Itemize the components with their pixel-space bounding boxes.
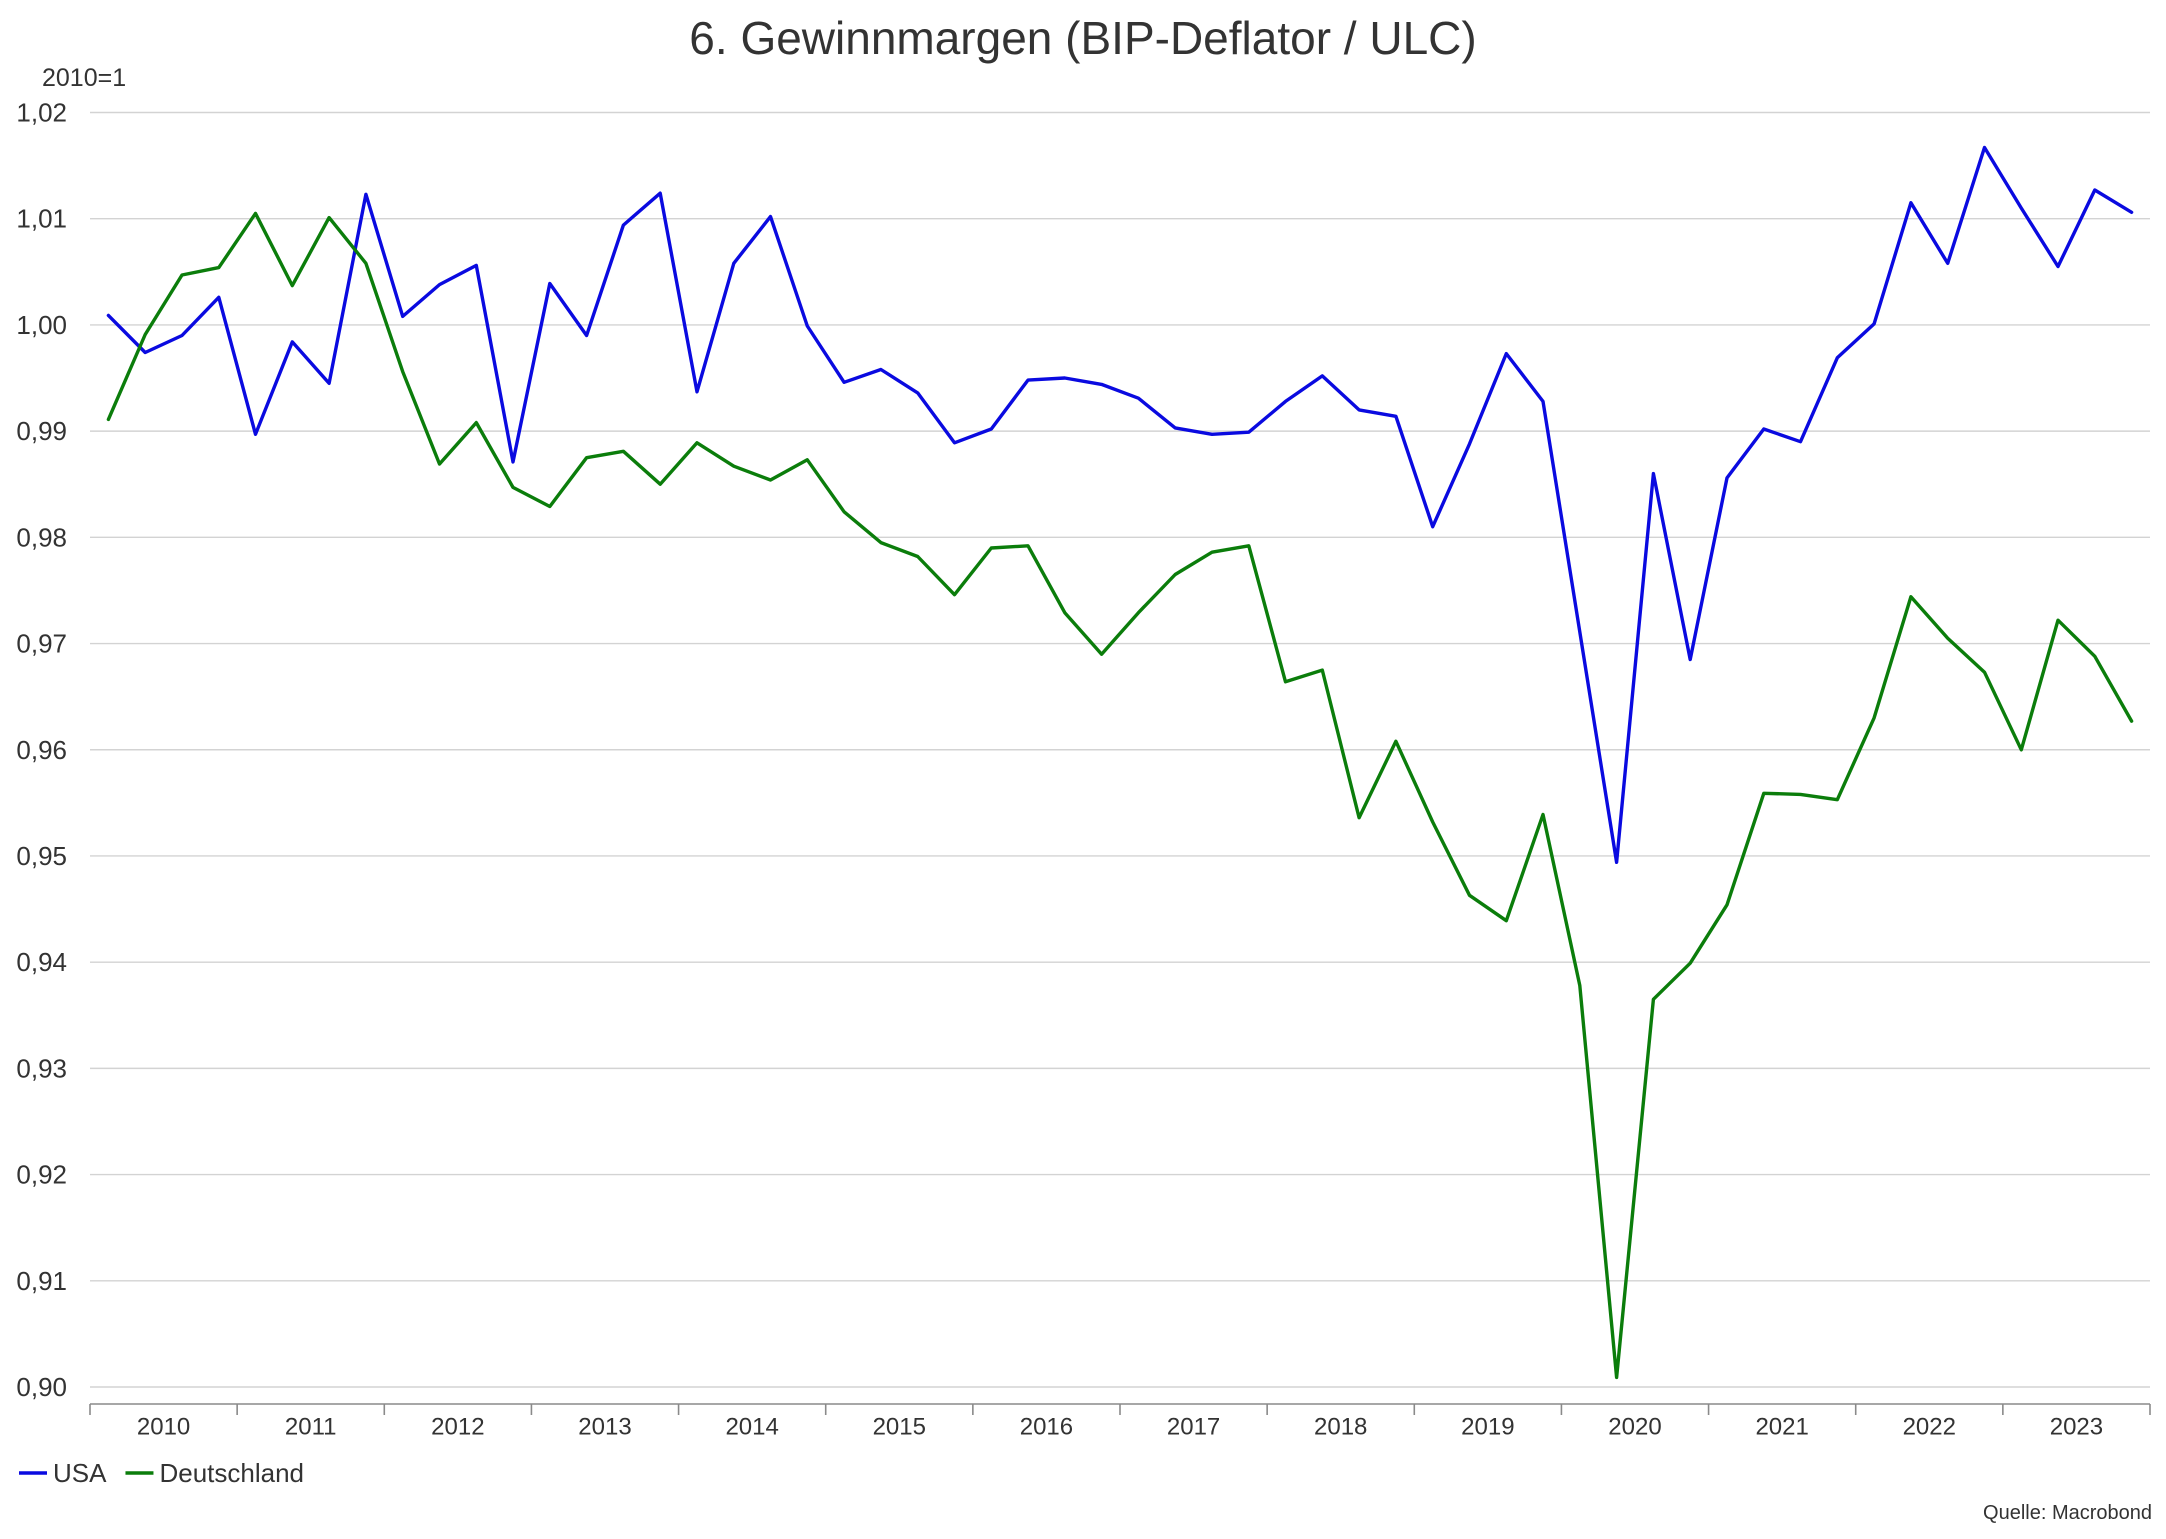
x-axis: 2010 2011 2012 2013 2014 2015 2016 2017 2018 2019…	[89, 1403, 2151, 1441]
y-tick-label: 0,96	[16, 735, 67, 765]
legend-label-deutschland: Deutschland	[159, 1458, 304, 1488]
y-tick-label: 1,01	[16, 204, 67, 234]
x-tick-label: 2011	[285, 1414, 337, 1441]
y-tick-label: 1,02	[16, 98, 67, 128]
x-tick-label: 2021	[1755, 1414, 1808, 1441]
x-tick-label: 2019	[1461, 1414, 1514, 1441]
y-tick-label: 0,90	[16, 1372, 67, 1402]
y-tick-label: 0,98	[16, 522, 67, 552]
x-tick-label: 2010	[137, 1414, 190, 1441]
x-tick-label: 2013	[578, 1414, 631, 1441]
y-axis-unit-label: 2010=1	[42, 64, 126, 92]
y-tick-label: 1,00	[16, 310, 67, 340]
x-tick-label: 2020	[1608, 1414, 1661, 1441]
x-tick-label: 2016	[1020, 1414, 1073, 1441]
x-tick-label: 2018	[1314, 1414, 1367, 1441]
y-tick-label: 0,91	[16, 1266, 67, 1296]
x-tick-label: 2015	[873, 1414, 926, 1441]
x-tick-label: 2022	[1903, 1414, 1956, 1441]
x-tick-label: 2012	[431, 1414, 484, 1441]
y-tick-label: 0,94	[16, 947, 67, 977]
series-lines	[106, 145, 2134, 1380]
y-tick-label: 0,99	[16, 416, 67, 446]
legend: USA Deutschland	[19, 1458, 304, 1488]
chart-title: 6. Gewinnmargen (BIP-Deflator / ULC)	[689, 12, 1476, 64]
x-tick-label: 2014	[725, 1414, 778, 1441]
x-tick-label: 2017	[1167, 1414, 1220, 1441]
y-tick-label: 0,92	[16, 1160, 67, 1190]
series-line-usa	[106, 145, 2134, 864]
y-tick-label: 0,97	[16, 629, 67, 659]
source-note: Quelle: Macrobond	[1983, 1502, 2152, 1524]
x-tick-label: 2023	[2050, 1414, 2103, 1441]
legend-label-usa: USA	[53, 1458, 107, 1488]
series-line-deutschland	[106, 211, 2134, 1380]
y-axis: 0,90 0,91 0,92 0,93 0,94 0,95 0,96 0,97 0,98 0,99…	[16, 98, 67, 1403]
y-tick-label: 0,93	[16, 1053, 67, 1083]
y-tick-label: 0,95	[16, 841, 67, 871]
